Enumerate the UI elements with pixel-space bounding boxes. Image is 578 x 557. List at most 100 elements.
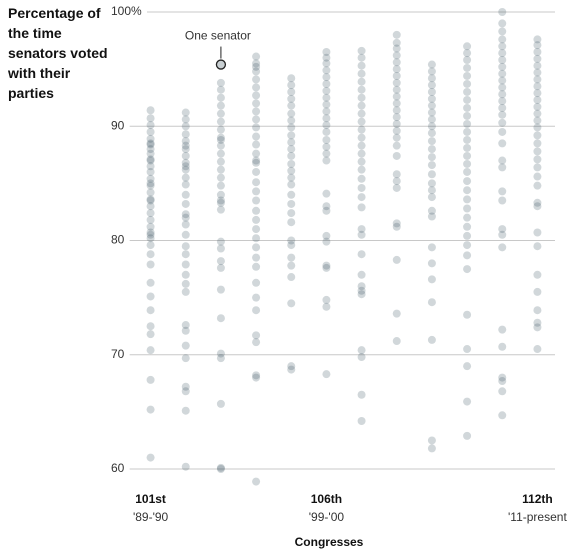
senator-dot — [392, 30, 401, 39]
senator-dot — [146, 228, 155, 237]
senator-dot — [216, 263, 225, 272]
senator-dot — [533, 131, 542, 140]
senator-dot — [252, 306, 261, 315]
senator-dot — [216, 135, 225, 144]
senator-dot — [252, 67, 261, 76]
senator-dot — [498, 62, 507, 71]
x-tick-label: 101st — [135, 492, 166, 506]
senator-dot — [533, 47, 542, 56]
senator-dot — [181, 180, 190, 189]
senator-dot — [181, 387, 190, 396]
senator-dot — [533, 68, 542, 77]
senator-dot — [287, 241, 296, 250]
senator-dot — [216, 237, 225, 246]
senator-dot — [181, 382, 190, 391]
senator-dot — [181, 173, 190, 182]
senator-dot — [252, 477, 261, 486]
senator-dot — [252, 52, 261, 61]
senator-dot — [392, 99, 401, 108]
senator-dot — [498, 387, 507, 396]
senator-dot — [216, 125, 225, 134]
senator-dot — [287, 138, 296, 147]
senator-dot — [216, 85, 225, 94]
senator-dot — [498, 163, 507, 172]
senator-dot — [357, 353, 366, 362]
senator-dot — [216, 257, 225, 266]
senator-dot — [146, 215, 155, 224]
senator-dot — [146, 179, 155, 188]
senator-dot — [498, 118, 507, 127]
senator-dot — [427, 74, 436, 83]
senator-dot — [252, 132, 261, 141]
senator-dot — [181, 122, 190, 131]
senator-dot — [533, 75, 542, 84]
senator-dot — [498, 83, 507, 92]
senator-dot — [357, 193, 366, 202]
senator-dot — [533, 35, 542, 44]
senator-dot — [181, 406, 190, 415]
senator-dot — [146, 330, 155, 339]
senator-dot — [463, 345, 472, 354]
senator-dot — [357, 174, 366, 183]
senator-dot — [533, 172, 542, 181]
senator-dot — [146, 196, 155, 205]
senator-dot — [357, 61, 366, 70]
senator-dot — [322, 156, 331, 165]
senator-dot — [181, 165, 190, 174]
senator-dot — [357, 346, 366, 355]
senator-dot — [498, 325, 507, 334]
senator-dot — [252, 158, 261, 167]
senator-dot — [498, 35, 507, 44]
senator-dot — [216, 463, 225, 472]
senator-dot — [392, 106, 401, 115]
senator-dot — [463, 79, 472, 88]
senator-dot — [498, 139, 507, 148]
senator-dot — [322, 127, 331, 136]
senator-dot — [252, 83, 261, 92]
senator-dot — [427, 298, 436, 307]
senator-dot — [463, 87, 472, 96]
senator-dot — [463, 119, 472, 128]
senator-dot — [146, 156, 155, 165]
senator-dot — [498, 76, 507, 85]
senator-dot — [533, 198, 542, 207]
senator-dot — [322, 100, 331, 109]
senator-dot — [322, 142, 331, 151]
senator-dot — [322, 121, 331, 130]
senator-dot — [427, 436, 436, 445]
senator-dot — [463, 63, 472, 72]
senator-dot — [146, 188, 155, 197]
senator-dot — [146, 250, 155, 259]
senator-dot — [146, 278, 155, 287]
senator-dot — [357, 101, 366, 110]
senator-dot — [287, 236, 296, 245]
senator-dot — [533, 181, 542, 190]
senator-dot — [252, 206, 261, 215]
senator-dot — [322, 261, 331, 270]
senator-dot — [146, 375, 155, 384]
senator-dot — [181, 462, 190, 471]
senator-dot — [392, 222, 401, 231]
x-tick-label: 106th — [311, 492, 342, 506]
senator-dot — [533, 228, 542, 237]
senator-dot — [357, 286, 366, 295]
senator-dot — [463, 362, 472, 371]
senator-dot — [392, 113, 401, 122]
senator-dot — [287, 253, 296, 262]
senator-dot — [146, 106, 155, 115]
senator-dot — [427, 243, 436, 252]
senator-dot — [287, 87, 296, 96]
senator-dot — [357, 77, 366, 86]
senator-dot — [357, 225, 366, 234]
senator-dot — [146, 202, 155, 211]
senator-dot — [146, 140, 155, 149]
senator-dot — [146, 234, 155, 243]
senator-dot — [146, 121, 155, 130]
senator-dot — [463, 251, 472, 260]
senator-dot — [146, 195, 155, 204]
senator-dot — [181, 270, 190, 279]
senator-dot — [252, 75, 261, 84]
senator-dot — [146, 241, 155, 250]
senator-dot — [498, 411, 507, 420]
senator-dot — [181, 321, 190, 330]
